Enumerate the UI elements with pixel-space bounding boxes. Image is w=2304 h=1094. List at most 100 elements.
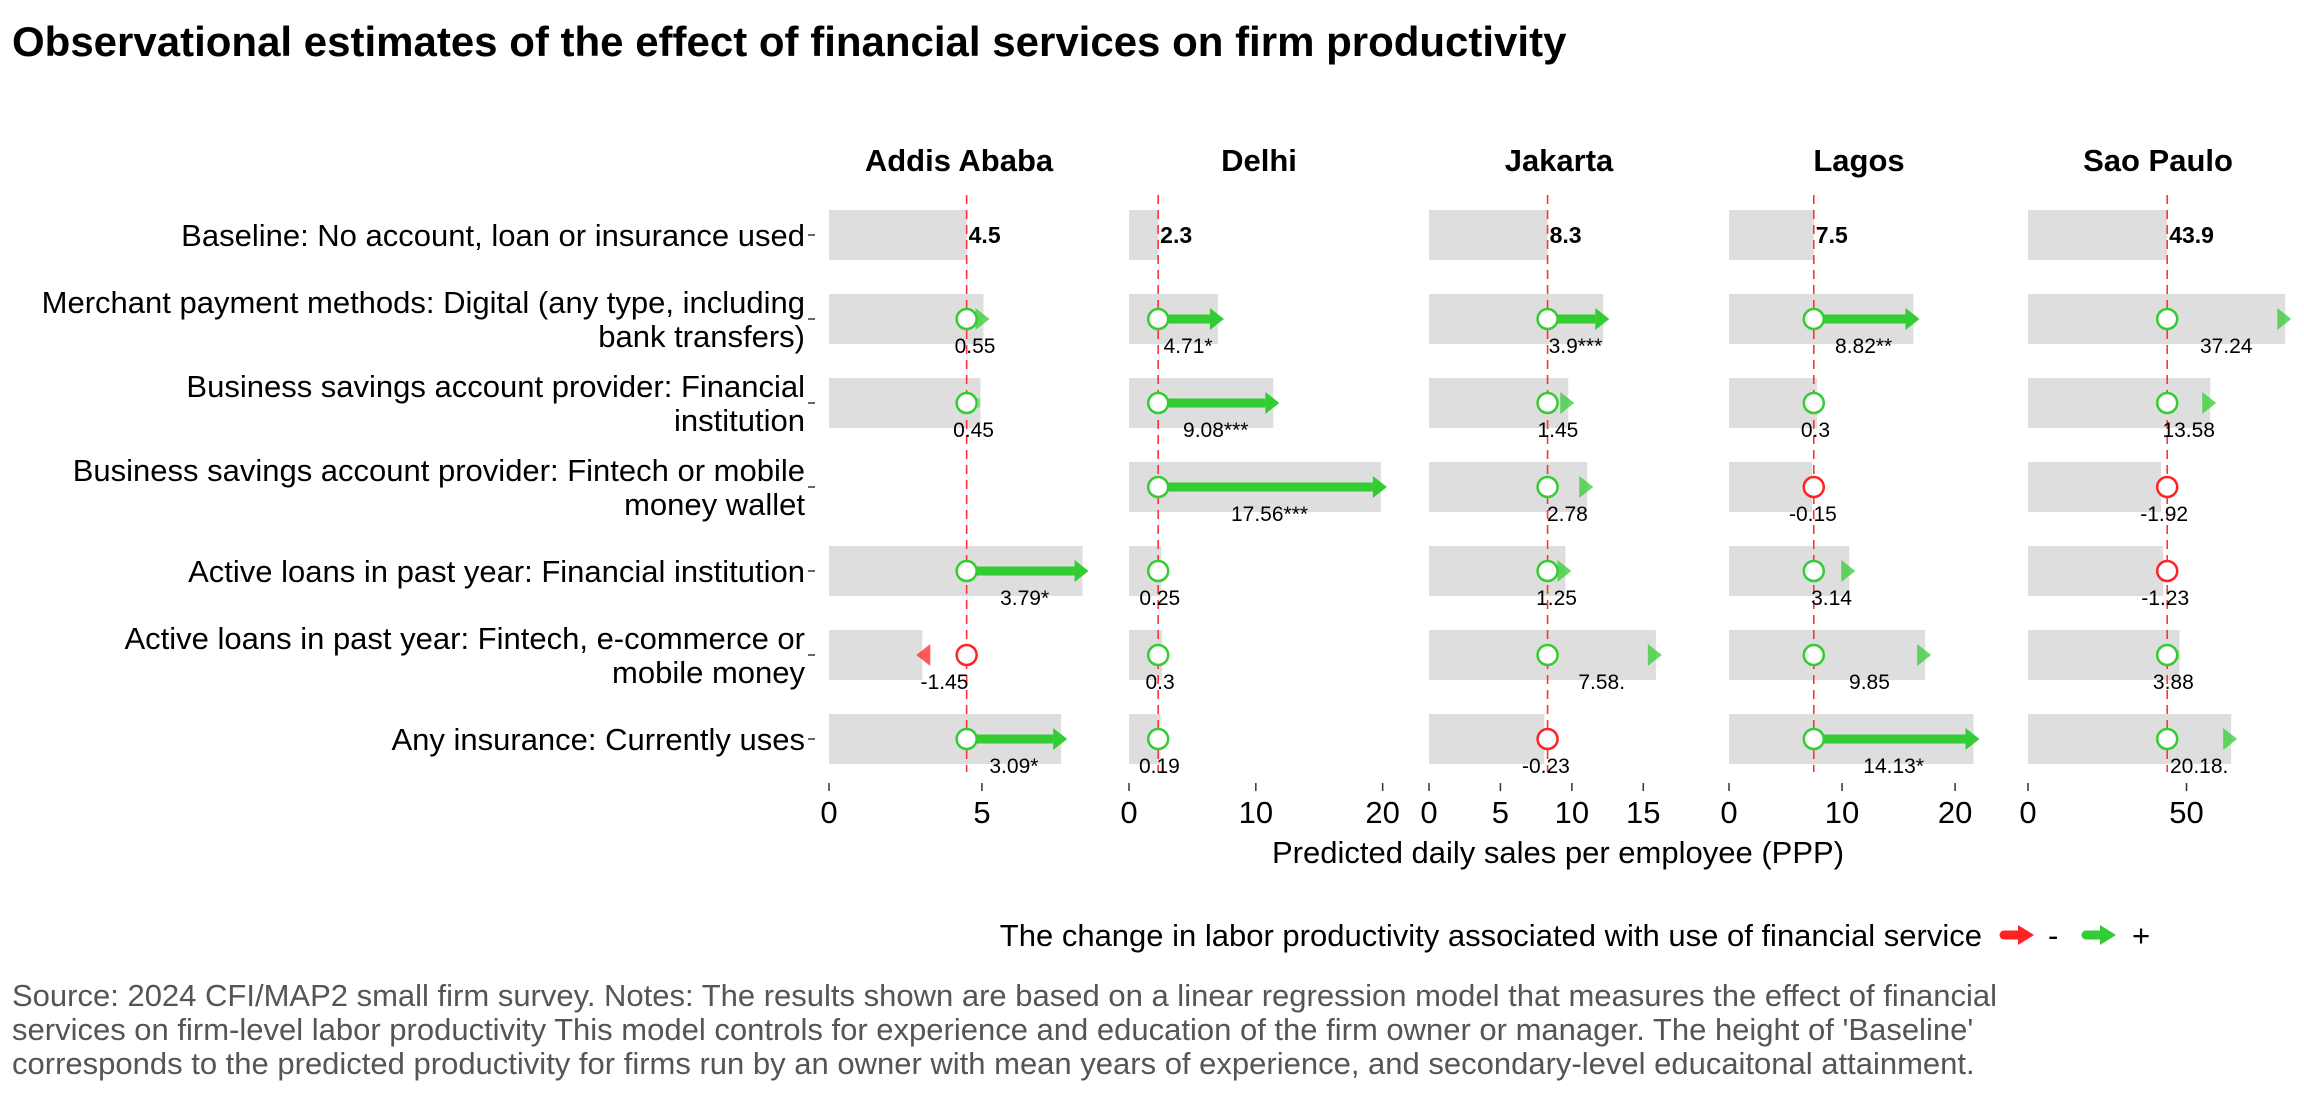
effect-label: 0.55 <box>955 335 996 358</box>
baseline-point <box>1802 307 1826 331</box>
effect-label: 0.45 <box>953 419 994 442</box>
bar <box>829 630 923 680</box>
effect-arrowhead <box>1209 308 1224 330</box>
effect-arrowhead <box>2202 392 2217 414</box>
effect-arrowhead <box>1647 644 1662 666</box>
effect-arrowhead <box>1560 392 1575 414</box>
row-label: Business savings account provider: Finan… <box>186 369 815 438</box>
facet-panel: Jakarta 8.3 3.9*** 1.45 2.78 1.25 7.58. -0.23 0 5… <box>1420 143 1662 830</box>
effect-label: -1.23 <box>2141 587 2189 610</box>
effect-label: 9.85 <box>1849 671 1890 694</box>
x-tick-label: 5 <box>1492 795 1509 830</box>
effect-label: 1.45 <box>1537 419 1578 442</box>
x-tick-label: 20 <box>1365 795 1399 830</box>
effect-arrowhead <box>1372 476 1387 498</box>
facet-panel: Delhi 2.3 4.71* 9.08*** 17.56*** 0.25 0.3 0.190… <box>1120 143 1400 830</box>
bar <box>2028 630 2180 680</box>
effect-arrowhead <box>1965 728 1980 750</box>
baseline-point <box>955 307 978 331</box>
effect-arrowhead <box>1595 308 1610 330</box>
effect-arrowhead <box>1841 560 1856 582</box>
effect-label: -1.45 <box>921 671 969 694</box>
baseline-point <box>2155 391 2179 415</box>
row-label-text: money wallet <box>624 487 805 522</box>
bar <box>2028 210 2168 260</box>
baseline-label: 7.5 <box>1816 222 1848 248</box>
bar <box>2028 546 2164 596</box>
row-label-text: Business savings account provider: Finte… <box>73 453 805 488</box>
x-tick-label: 0 <box>1420 795 1437 830</box>
facet-title: Jakarta <box>1505 143 1614 178</box>
baseline-point <box>1536 475 1559 499</box>
row-label-text: Active loans in past year: Financial ins… <box>188 554 805 589</box>
effect-arrowhead <box>2223 728 2238 750</box>
effect-label: 3.14 <box>1811 587 1852 610</box>
baseline-point <box>1802 727 1826 751</box>
baseline-point <box>1536 391 1559 415</box>
baseline-point <box>955 643 978 667</box>
effect-arrowhead <box>1053 728 1068 750</box>
x-tick-label: 0 <box>1720 795 1737 830</box>
effect-label: 20.18. <box>2170 755 2228 778</box>
legend-positive-label: + <box>2132 918 2150 953</box>
baseline-point <box>1146 391 1170 415</box>
baseline-point <box>2155 727 2179 751</box>
effect-label: 9.08*** <box>1183 419 1248 442</box>
effect-label: 2.78 <box>1547 503 1588 526</box>
source-note: Source: 2024 CFI/MAP2 small firm survey.… <box>12 978 1997 1081</box>
facet-title: Sao Paulo <box>2083 143 2233 178</box>
effect-arrowhead <box>1917 644 1932 666</box>
bar <box>1429 714 1545 764</box>
x-tick-label: 20 <box>1938 795 1972 830</box>
bar <box>1729 378 1818 428</box>
x-axis-title: Predicted daily sales per employee (PPP) <box>1272 835 1844 870</box>
effect-label: -1.92 <box>2140 503 2188 526</box>
bar <box>829 210 967 260</box>
effect-arrowhead <box>1557 560 1572 582</box>
baseline-point <box>955 391 978 415</box>
baseline-point <box>2155 307 2179 331</box>
effect-label: 7.58. <box>1578 671 1625 694</box>
bar <box>1729 210 1814 260</box>
facet-panel: Sao Paulo 43.9 37.24 13.58 -1.92 -1.23 3.88 20.… <box>2019 143 2292 830</box>
row-label: Any insurance: Currently uses <box>391 722 815 757</box>
bar <box>829 378 981 428</box>
effect-label: -0.15 <box>1789 503 1837 526</box>
row-label-text: mobile money <box>612 655 805 690</box>
x-tick-label: 10 <box>1555 795 1589 830</box>
legend: The change in labor productivity associa… <box>1000 918 2150 953</box>
x-tick-label: 50 <box>2169 795 2203 830</box>
effect-arrowhead <box>916 644 931 666</box>
row-label-text: Business savings account provider: Finan… <box>186 369 805 404</box>
facet-panels: Addis Ababa 4.5 0.55 0.45 3.79* -1.45 3.09* 0 5 D… <box>820 143 2292 830</box>
effect-label: 37.24 <box>2200 335 2253 358</box>
baseline-label: 43.9 <box>2169 222 2214 248</box>
baseline-point <box>1146 559 1170 583</box>
effect-label: 3.88 <box>2153 671 2194 694</box>
baseline-point <box>1802 559 1826 583</box>
row-label: Active loans in past year: Fintech, e-co… <box>124 621 815 690</box>
effect-label: 13.58 <box>2162 419 2215 442</box>
effect-label: 0.19 <box>1139 755 1180 778</box>
facet-panel: Addis Ababa 4.5 0.55 0.45 3.79* -1.45 3.09* 0 5 <box>820 143 1089 830</box>
baseline-label: 2.3 <box>1160 222 1192 248</box>
x-tick-label: 10 <box>1239 795 1273 830</box>
baseline-point <box>2155 475 2179 499</box>
bar <box>1729 462 1813 512</box>
x-tick-label: 0 <box>2019 795 2036 830</box>
facet-title: Lagos <box>1813 143 1904 178</box>
facet-panel: Lagos 7.5 8.82** 0.3 -0.15 3.14 9.85 14.13* 0 10 2… <box>1720 143 1980 830</box>
legend-negative-key <box>1999 925 2034 945</box>
effect-label: 3.79* <box>1000 587 1049 610</box>
effect-label: 3.09* <box>989 755 1038 778</box>
effect-label: 17.56*** <box>1231 503 1308 526</box>
effect-label: 0.3 <box>1801 419 1830 442</box>
effect-label: 14.13* <box>1863 755 1924 778</box>
baseline-point <box>1536 643 1559 667</box>
row-label-text: bank transfers) <box>598 319 805 354</box>
baseline-point <box>1802 475 1826 499</box>
bar <box>2028 462 2162 512</box>
row-label-text: Any insurance: Currently uses <box>391 722 805 757</box>
baseline-label: 8.3 <box>1550 222 1582 248</box>
